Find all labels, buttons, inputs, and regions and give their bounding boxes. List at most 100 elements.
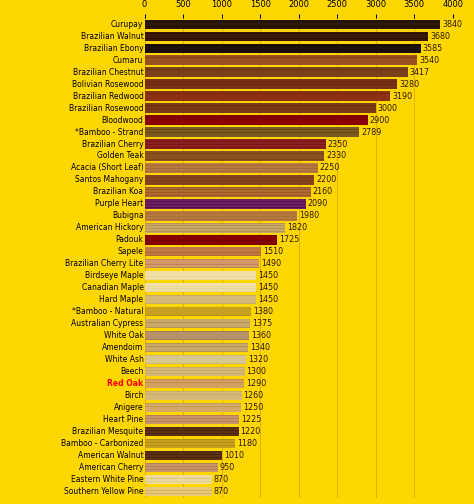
Text: 3417: 3417 — [410, 68, 430, 77]
Bar — [145, 187, 311, 188]
Text: 1725: 1725 — [279, 235, 300, 244]
Text: Brazilian Mesquite: Brazilian Mesquite — [73, 427, 144, 436]
Bar — [145, 199, 306, 209]
Text: 3585: 3585 — [423, 44, 443, 53]
Text: Amendoim: Amendoim — [102, 343, 144, 352]
Bar — [145, 226, 285, 227]
Text: 1510: 1510 — [263, 247, 283, 257]
Text: 2789: 2789 — [361, 128, 382, 137]
Text: Brazilian Cherry: Brazilian Cherry — [82, 140, 144, 149]
Bar — [145, 283, 256, 292]
Bar — [145, 295, 256, 304]
Text: 1450: 1450 — [258, 271, 278, 280]
Bar — [145, 81, 397, 82]
Bar — [145, 271, 256, 280]
Text: 3000: 3000 — [378, 104, 398, 112]
Bar — [145, 463, 218, 464]
Text: 1290: 1290 — [246, 379, 266, 388]
Bar — [145, 487, 211, 496]
Bar — [145, 331, 249, 340]
Bar — [145, 463, 218, 472]
Text: Brazilian Chestnut: Brazilian Chestnut — [73, 68, 144, 77]
Text: Beech: Beech — [120, 367, 144, 376]
Bar — [145, 373, 245, 374]
Text: 1225: 1225 — [241, 415, 261, 424]
Text: Bolivian Rosewood: Bolivian Rosewood — [72, 80, 144, 89]
Bar — [145, 307, 251, 317]
Text: Santos Mahogany: Santos Mahogany — [75, 175, 144, 184]
Bar — [145, 427, 238, 436]
Text: Southern Yellow Pine: Southern Yellow Pine — [64, 487, 144, 496]
Text: *Bamboo - Strand: *Bamboo - Strand — [75, 128, 144, 137]
Text: Golden Teak: Golden Teak — [97, 152, 144, 160]
Text: White Ash: White Ash — [105, 355, 144, 364]
Bar — [145, 406, 241, 407]
Bar — [145, 139, 326, 149]
Text: Birch: Birch — [124, 391, 144, 400]
Text: 1260: 1260 — [244, 391, 264, 400]
Bar — [145, 475, 211, 484]
Bar — [145, 187, 311, 197]
Text: Bamboo - Carbonized: Bamboo - Carbonized — [61, 439, 144, 448]
Text: Eastern White Pine: Eastern White Pine — [71, 475, 144, 484]
Bar — [145, 69, 408, 70]
Text: 3190: 3190 — [392, 92, 412, 101]
Bar — [145, 343, 248, 352]
Text: 1375: 1375 — [252, 319, 273, 328]
Bar — [145, 68, 408, 77]
Text: Curupay: Curupay — [111, 20, 144, 29]
Text: Bubigna: Bubigna — [112, 211, 144, 220]
Text: 3280: 3280 — [399, 80, 419, 89]
Bar — [145, 163, 318, 173]
Text: 1340: 1340 — [250, 343, 270, 352]
Bar — [145, 91, 390, 101]
Bar — [145, 379, 244, 388]
Bar — [145, 115, 368, 124]
Bar — [145, 175, 314, 184]
Text: 1180: 1180 — [237, 439, 257, 448]
Bar — [145, 141, 326, 142]
Bar — [145, 183, 314, 184]
Text: 3680: 3680 — [430, 32, 450, 41]
Text: Heart Pine: Heart Pine — [103, 415, 144, 424]
Text: Birdseye Maple: Birdseye Maple — [85, 271, 144, 280]
Text: 1980: 1980 — [299, 211, 319, 220]
Text: 2090: 2090 — [308, 200, 328, 208]
Text: Acacia (Short Leaf): Acacia (Short Leaf) — [71, 163, 144, 172]
Bar — [145, 235, 277, 244]
Text: 2900: 2900 — [370, 115, 390, 124]
Bar — [145, 259, 259, 269]
Bar — [145, 367, 245, 376]
Text: 1820: 1820 — [287, 223, 307, 232]
Text: 2350: 2350 — [328, 140, 348, 149]
Text: Brazilian Redwood: Brazilian Redwood — [73, 92, 144, 101]
Bar — [145, 355, 246, 364]
Text: 1360: 1360 — [251, 331, 271, 340]
Text: 2250: 2250 — [320, 163, 340, 172]
Bar — [145, 223, 285, 232]
Text: Cumaru: Cumaru — [113, 55, 144, 65]
Bar — [145, 20, 440, 29]
Text: 1320: 1320 — [248, 355, 268, 364]
Text: 1450: 1450 — [258, 283, 278, 292]
Text: Sapele: Sapele — [118, 247, 144, 257]
Text: Purple Heart: Purple Heart — [95, 200, 144, 208]
Text: 3540: 3540 — [419, 55, 439, 65]
Text: *Bamboo - Natural: *Bamboo - Natural — [72, 307, 144, 316]
Text: 1380: 1380 — [253, 307, 273, 316]
Bar — [145, 32, 428, 41]
Bar — [145, 391, 242, 400]
Bar — [145, 403, 241, 412]
Bar — [145, 211, 297, 221]
Bar — [145, 415, 239, 424]
Text: Brazilian Rosewood: Brazilian Rosewood — [69, 104, 144, 112]
Bar — [145, 151, 324, 161]
Text: 2330: 2330 — [326, 152, 346, 160]
Bar — [145, 103, 375, 113]
Text: Anigere: Anigere — [114, 403, 144, 412]
Text: Hard Maple: Hard Maple — [100, 295, 144, 304]
Text: 2160: 2160 — [313, 187, 333, 197]
Text: 950: 950 — [219, 463, 235, 472]
Bar — [145, 421, 239, 422]
Text: Canadian Maple: Canadian Maple — [82, 283, 144, 292]
